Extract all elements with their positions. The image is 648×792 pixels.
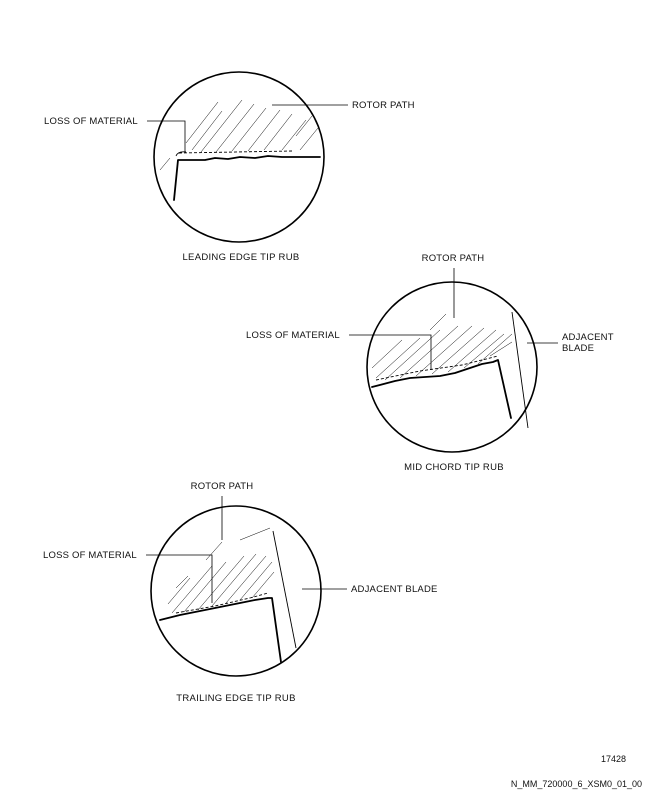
loss-of-material-leader (146, 554, 213, 603)
original-tip-line (175, 592, 269, 614)
adjacent-blade-label-line2: BLADE (562, 343, 594, 354)
detail-caption: LEADING EDGE TIP RUB (182, 252, 299, 263)
original-tip-line (178, 150, 293, 154)
rotor-path-label: ROTOR PATH (422, 253, 485, 264)
detail-caption: MID CHORD TIP RUB (404, 462, 504, 473)
adjacent-blade-label-line1: ADJACENT (562, 332, 614, 343)
adjacent-blade-outline (272, 530, 297, 649)
rotor-path-hatching (371, 313, 513, 381)
detail-trailing-edge: ROTOR PATH LOSS OF MATERIAL ADJACENT BLA… (43, 481, 438, 704)
adjacent-blade-outline (511, 311, 529, 429)
detail-caption: TRAILING EDGE TIP RUB (176, 693, 295, 704)
detail-circle (366, 281, 538, 453)
loss-of-material-leader (147, 120, 186, 152)
rotor-path-hatching (167, 527, 275, 614)
detail-mid-chord: ROTOR PATH LOSS OF MATERIAL ADJACENT BLA… (246, 253, 614, 473)
drawing-id: N_MM_720000_6_XSM0_01_00 (511, 779, 642, 789)
rotor-path-label: ROTOR PATH (191, 481, 254, 492)
blade-tip-outline (159, 597, 282, 663)
blade-tip-outline (371, 359, 512, 419)
loss-of-material-label: LOSS OF MATERIAL (44, 116, 138, 127)
adjacent-blade-label: ADJACENT BLADE (351, 584, 438, 595)
blade-tip-outline (173, 155, 321, 201)
original-tip-line (375, 355, 499, 381)
loss-of-material-label: LOSS OF MATERIAL (246, 330, 340, 341)
loss-of-material-leader (349, 334, 432, 370)
loss-of-material-label: LOSS OF MATERIAL (43, 550, 137, 561)
figure-number: 17428 (601, 754, 626, 764)
rotor-path-label: ROTOR PATH (352, 100, 415, 111)
detail-leading-edge: LOSS OF MATERIAL ROTOR PATH LEADING EDGE… (44, 71, 415, 263)
rotor-path-hatching (159, 99, 319, 171)
